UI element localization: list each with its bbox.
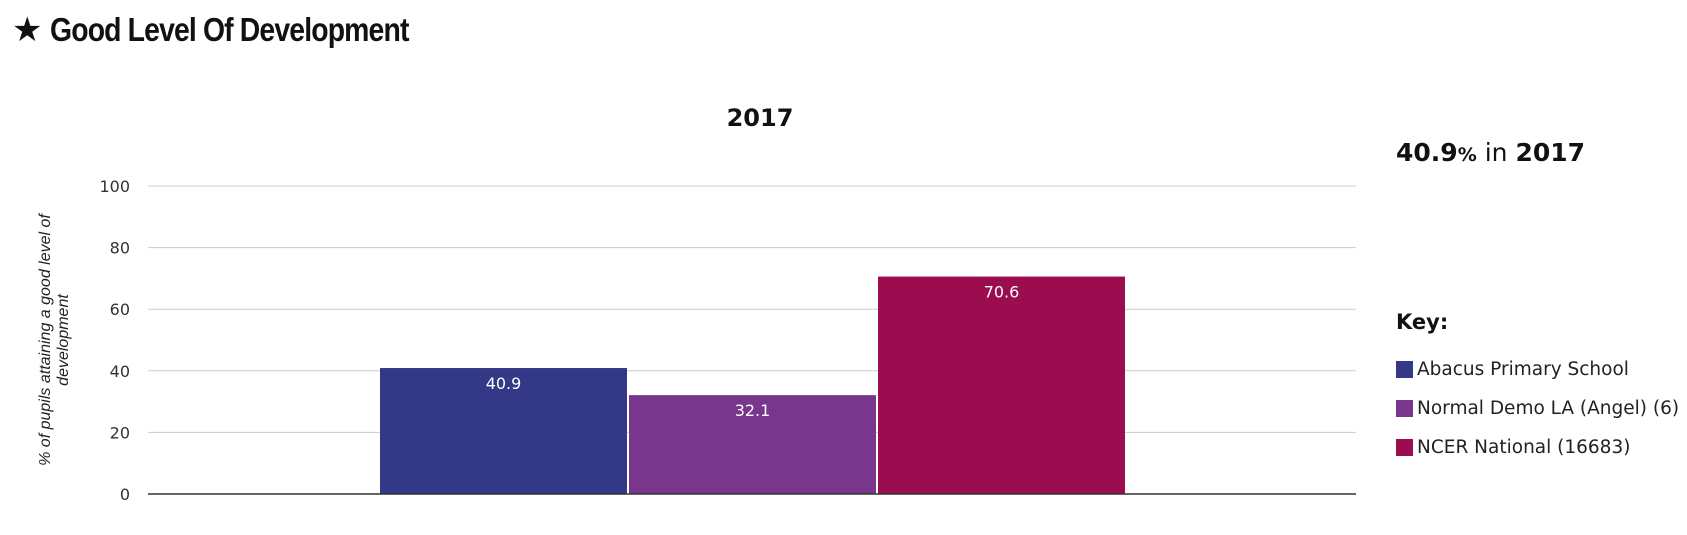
y-axis-label-line: development <box>55 294 72 386</box>
summary-year: 2017 <box>1515 138 1586 167</box>
chart-svg: 40.9 32.1 70.6 0 20 40 60 80 100 2017 % of pupi… <box>37 104 1356 504</box>
legend-swatch <box>1396 361 1413 378</box>
y-tick-label: 60 <box>110 300 130 319</box>
page-title: Good Level Of Development <box>50 11 410 48</box>
chart-legend: Key: Abacus Primary School Normal Demo L… <box>1396 310 1679 467</box>
chart-title: 2017 <box>727 104 794 132</box>
legend-item: NCER National (16683) <box>1396 428 1679 467</box>
star-icon: ★ <box>12 10 43 50</box>
legend-item: Normal Demo LA (Angel) (6) <box>1396 389 1679 428</box>
y-tick-label: 20 <box>110 423 130 442</box>
bar <box>629 395 876 494</box>
y-axis-label-line: % of pupils attaining a good level of <box>37 213 54 466</box>
y-axis-label: % of pupils attaining a good level ofdev… <box>37 213 72 466</box>
legend-title: Key: <box>1396 310 1449 334</box>
bar-value-labels: 40.9 32.1 70.6 <box>486 283 1020 421</box>
bar-value-label: 70.6 <box>984 283 1020 302</box>
bar-value-label: 40.9 <box>486 374 522 393</box>
legend-label: NCER National (16683) <box>1417 437 1631 458</box>
bar <box>380 368 627 494</box>
legend-label: Normal Demo LA (Angel) (6) <box>1417 398 1680 419</box>
y-tick-label: 0 <box>120 485 130 504</box>
y-axis-ticks: 0 20 40 60 80 100 <box>99 177 130 504</box>
page-heading: ★ Good Level Of Development <box>12 8 467 52</box>
legend-item: Abacus Primary School <box>1396 350 1679 389</box>
legend-label: Abacus Primary School <box>1417 359 1629 380</box>
y-tick-label: 40 <box>110 362 130 381</box>
legend-swatch <box>1396 439 1413 456</box>
y-tick-label: 100 <box>99 177 130 196</box>
bar <box>878 276 1125 494</box>
gridlines <box>148 185 1356 433</box>
bar-chart: 40.9 32.1 70.6 0 20 40 60 80 100 2017 % of pupi… <box>0 70 1390 530</box>
summary-stat: 40.9% in 2017 <box>1396 140 1585 165</box>
bar-value-label: 32.1 <box>735 401 771 420</box>
summary-value: 40.9 <box>1396 138 1458 167</box>
summary-connector: in <box>1484 138 1508 167</box>
summary-unit: % <box>1457 144 1477 166</box>
bars <box>380 276 1125 494</box>
y-tick-label: 80 <box>110 239 130 258</box>
legend-swatch <box>1396 400 1413 417</box>
